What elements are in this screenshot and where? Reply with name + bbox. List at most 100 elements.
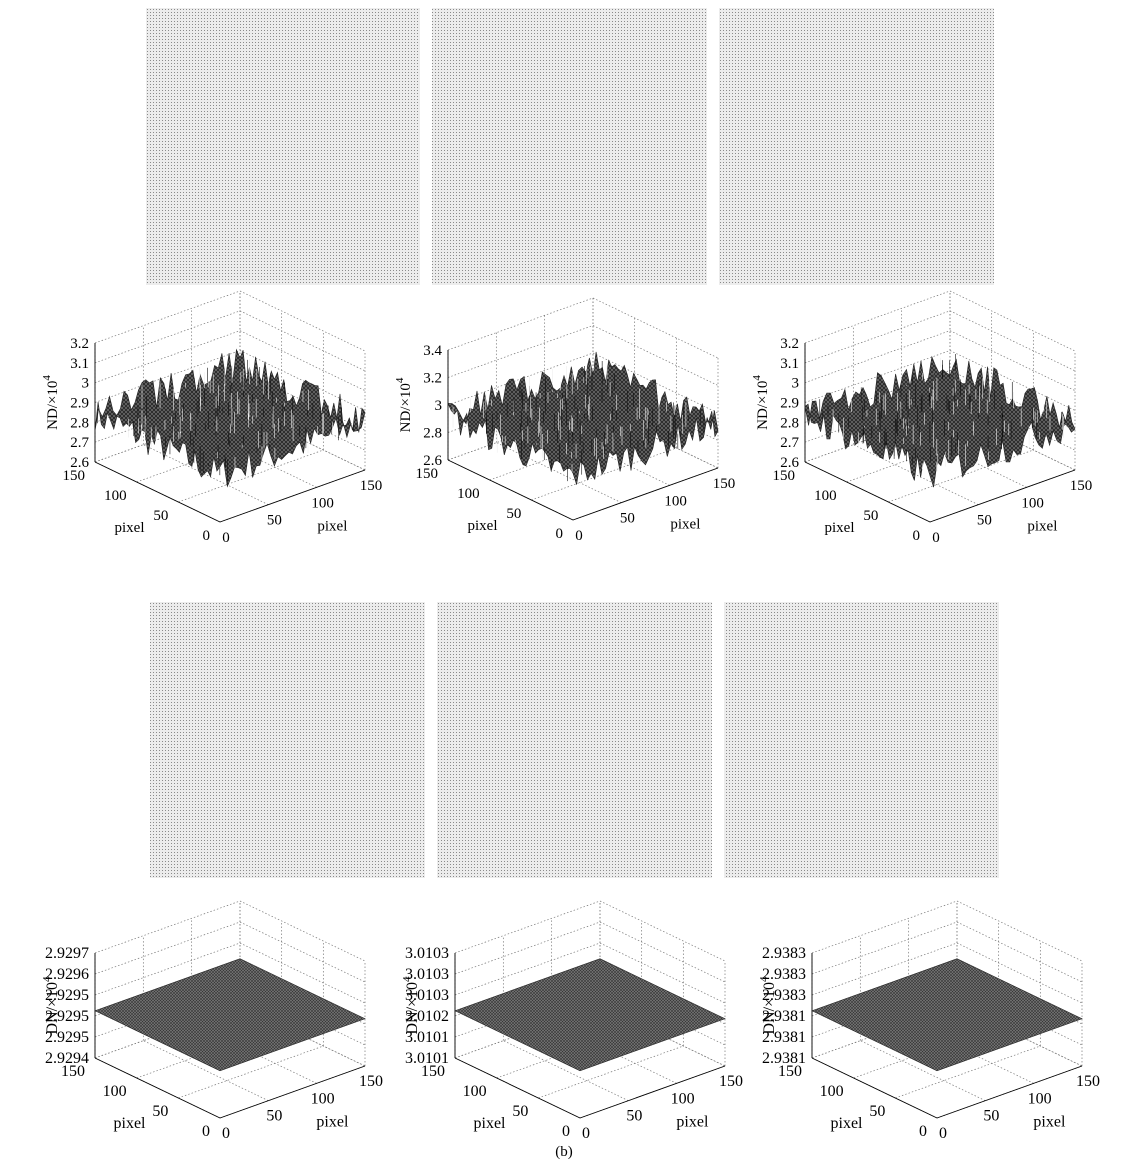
z-tick-label: 3 — [82, 376, 90, 392]
z-tick-label: 2.9297 — [45, 945, 89, 962]
z-tick-label: 3.2 — [70, 336, 89, 352]
z-axis-label: ND/×104 — [394, 377, 414, 432]
x-tick-label: 50 — [267, 513, 282, 529]
x-axis-label: pixel — [1027, 519, 1057, 535]
y-tick-label: 0 — [919, 1123, 927, 1140]
image — [719, 8, 994, 285]
x-tick-label: 100 — [311, 495, 334, 511]
grid-line — [957, 901, 1082, 961]
z-tick-label: 2.8 — [780, 415, 799, 431]
surface — [455, 959, 725, 1071]
surface-plot: 3.43.232.82.6150100500050100150pixelpixe… — [394, 298, 735, 544]
z-tick-label: 3 — [435, 398, 443, 414]
grid-line — [95, 901, 240, 953]
z-axis-label: DN/×104 — [41, 976, 61, 1035]
x-tick-label: 100 — [664, 493, 687, 509]
surface — [95, 350, 365, 487]
x-tick-label: 150 — [1076, 1073, 1100, 1090]
surface — [448, 352, 718, 485]
z-tick-label: 2.9383 — [762, 945, 806, 962]
x-tick-label: 50 — [266, 1108, 282, 1125]
z-tick-label: 3.2 — [423, 371, 442, 387]
x-axis-label: pixel — [676, 1114, 709, 1131]
z-tick-label: 3.1 — [780, 356, 799, 372]
grid-line — [805, 311, 950, 363]
x-tick-label: 150 — [1070, 478, 1093, 494]
y-axis-label: pixel — [474, 1115, 507, 1132]
images-row-1 — [146, 8, 994, 285]
surface-plot: 2.92972.92962.92952.92952.92952.92941501… — [41, 901, 383, 1142]
y-tick-label: 150 — [421, 1063, 445, 1080]
y-axis-label: pixel — [831, 1115, 864, 1132]
y-tick-label: 50 — [869, 1103, 885, 1120]
x-tick-label: 100 — [1028, 1090, 1052, 1107]
y-tick-label: 0 — [913, 528, 921, 544]
z-tick-label: 3.4 — [423, 343, 442, 359]
x-tick-label: 150 — [713, 476, 736, 492]
grid-line — [805, 291, 950, 343]
x-tick-label: 150 — [359, 1073, 383, 1090]
x-axis — [937, 1066, 1082, 1118]
z-label-exponent: 4 — [751, 375, 763, 381]
z-tick-label: 3.2 — [780, 336, 799, 352]
y-tick-label: 50 — [863, 508, 878, 524]
y-tick-label: 150 — [778, 1063, 802, 1080]
x-tick-label: 0 — [582, 1125, 590, 1142]
image — [437, 602, 712, 878]
y-tick-label: 0 — [562, 1123, 570, 1140]
z-axis-label: ND/×104 — [751, 375, 771, 430]
z-tick-label: 2.8 — [423, 426, 442, 442]
y-tick-label: 0 — [556, 526, 564, 542]
image — [146, 8, 420, 285]
y-tick-label: 50 — [512, 1103, 528, 1120]
y-tick-label: 50 — [506, 506, 521, 522]
y-tick-label: 150 — [61, 1063, 85, 1080]
z-tick-label: 2.7 — [780, 435, 799, 451]
z-axis-label: ND/×104 — [41, 375, 61, 430]
x-axis-label: pixel — [316, 1114, 349, 1131]
grid-line — [95, 922, 240, 974]
surface-plot: 2.93832.93832.93832.93812.93812.93811501… — [758, 901, 1100, 1142]
z-label-exponent: 4 — [758, 976, 770, 982]
y-tick-label: 100 — [814, 488, 837, 504]
x-tick-label: 150 — [360, 478, 383, 494]
x-tick-label: 150 — [719, 1073, 743, 1090]
x-tick-label: 50 — [977, 513, 992, 529]
z-axis-label: DN/×104 — [401, 976, 421, 1035]
x-tick-label: 0 — [575, 528, 583, 544]
z-tick-label: 3.0103 — [405, 945, 449, 962]
z-label-text: ND/×10 — [45, 381, 61, 430]
y-axis-label: pixel — [825, 520, 855, 536]
x-axis — [220, 1066, 365, 1118]
grid-line — [600, 901, 725, 961]
y-axis-label: pixel — [115, 520, 145, 536]
x-tick-label: 50 — [620, 511, 635, 527]
surface — [812, 959, 1082, 1071]
y-tick-label: 100 — [463, 1083, 487, 1100]
x-tick-label: 50 — [983, 1108, 999, 1125]
x-axis-label: pixel — [670, 517, 700, 533]
x-axis — [930, 470, 1075, 522]
z-label-text: ND/×10 — [398, 383, 414, 432]
z-label-exponent: 4 — [41, 976, 53, 982]
grid-line — [240, 291, 365, 351]
x-axis-label: pixel — [1033, 1114, 1066, 1131]
image — [150, 602, 425, 878]
y-tick-label: 0 — [202, 1123, 210, 1140]
z-label-text: ND/×10 — [755, 381, 771, 430]
y-tick-label: 0 — [203, 528, 211, 544]
grid-line — [593, 298, 718, 358]
y-tick-label: 100 — [104, 488, 127, 504]
z-label-exponent: 4 — [401, 976, 413, 982]
image — [432, 8, 707, 285]
y-tick-label: 150 — [63, 468, 86, 484]
y-axis-label: pixel — [114, 1115, 147, 1132]
x-tick-label: 100 — [671, 1090, 695, 1107]
z-tick-label: 2.7 — [70, 435, 89, 451]
grid-line — [455, 901, 600, 953]
z-label-text: DN/×10 — [404, 982, 421, 1035]
surface — [95, 959, 365, 1071]
z-label-exponent: 4 — [394, 377, 406, 383]
grid-line — [950, 291, 1075, 351]
